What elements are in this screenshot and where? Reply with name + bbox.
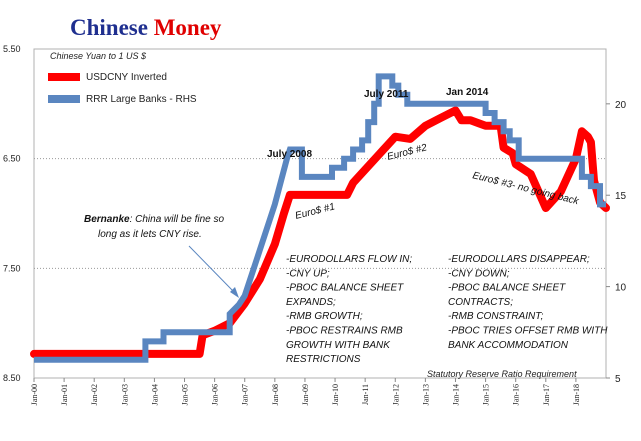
right-tick-label: 15 bbox=[615, 191, 627, 202]
left-tick-label: 8.50 bbox=[3, 373, 21, 383]
series-line-usdcny bbox=[30, 106, 610, 358]
x-tick-label: Jan-03 bbox=[120, 384, 129, 405]
annotation-right-line: -PBOC BALANCE SHEET bbox=[448, 283, 566, 294]
title-part2: Money bbox=[154, 15, 222, 40]
annotation-right-block: -EURODOLLARS DISAPPEAR; -CNY DOWN; -PBOC B… bbox=[448, 254, 608, 351]
annotation-euro1: Euro$ #1 bbox=[294, 201, 336, 221]
annotation-jan2014: Jan 2014 bbox=[446, 87, 489, 98]
annotation-left-line: EXPANDS; bbox=[286, 297, 336, 308]
x-tick-label: Jan-04 bbox=[150, 384, 159, 405]
title-part1: Chinese bbox=[70, 15, 154, 40]
right-axis-ticks: 5 10 15 20 bbox=[606, 100, 627, 385]
annotation-left-line: -EURODOLLARS FLOW IN; bbox=[286, 254, 412, 265]
plot-frame bbox=[33, 48, 607, 379]
x-tick-label: Jan-00 bbox=[30, 384, 39, 405]
annotation-right-line: BANK ACCOMMODATION bbox=[448, 340, 569, 351]
legend-label-usdcny: USDCNY Inverted bbox=[86, 72, 167, 83]
annotation-arrow-head-icon bbox=[230, 287, 239, 298]
annotation-right-line: -EURODOLLARS DISAPPEAR; bbox=[448, 254, 590, 265]
left-tick-label: 5.50 bbox=[3, 44, 21, 54]
x-tick-label: Jan-16 bbox=[512, 384, 521, 405]
annotation-bernanke-line1: Bernanke: China will be fine so bbox=[84, 214, 225, 225]
annotation-left-line: -RMB GROWTH; bbox=[286, 311, 363, 322]
left-tick-label: 6.50 bbox=[3, 154, 21, 164]
x-tick-label: Jan-07 bbox=[241, 384, 250, 405]
footnote: Statutory Reserve Ratio Requirement bbox=[427, 369, 577, 379]
x-tick-label: Jan-02 bbox=[90, 384, 99, 405]
legend-label-rrr: RRR Large Banks - RHS bbox=[86, 94, 197, 105]
grid-lines bbox=[34, 158, 606, 269]
x-tick-label: Jan-15 bbox=[482, 384, 491, 405]
annotation-right-line: CONTRACTS; bbox=[448, 297, 513, 308]
annotation-bernanke-arrow bbox=[188, 245, 235, 293]
x-tick-label: Jan-18 bbox=[572, 384, 581, 405]
annotation-left-block: -EURODOLLARS FLOW IN; -CNY UP; -PBOC BALAN… bbox=[286, 254, 412, 365]
annotation-right-line: -CNY DOWN; bbox=[448, 268, 510, 279]
x-tick-label: Jan-06 bbox=[211, 384, 220, 405]
annotation-left-line: -PBOC BALANCE SHEET bbox=[286, 283, 404, 294]
x-tick-label: Jan-01 bbox=[60, 384, 69, 405]
x-tick-label: Jan-12 bbox=[391, 384, 400, 405]
x-tick-label: Jan-10 bbox=[331, 384, 340, 405]
right-tick-label: 20 bbox=[615, 100, 627, 111]
x-axis-ticks: Jan-00 Jan-01 Jan-02 Jan-03 Jan-04 Jan-05 Jan-… bbox=[30, 378, 581, 405]
legend: USDCNY Inverted RRR Large Banks - RHS bbox=[48, 72, 197, 105]
annotation-left-line: -CNY UP; bbox=[286, 268, 330, 279]
x-tick-label: Jan-13 bbox=[421, 384, 430, 405]
x-tick-label: Jan-05 bbox=[181, 384, 190, 405]
annotation-left-line: RESTRICTIONS bbox=[286, 354, 361, 365]
annotation-right-line: -RMB CONSTRAINT; bbox=[448, 311, 544, 322]
right-tick-label: 10 bbox=[615, 283, 627, 294]
x-tick-label: Jan-14 bbox=[451, 384, 460, 405]
annotation-july2011: July 2011 bbox=[364, 89, 409, 100]
x-tick-label: Jan-08 bbox=[271, 384, 280, 405]
annotation-july2008: July 2008 bbox=[267, 149, 312, 160]
left-axis-ticks: 5.50 6.50 7.50 8.50 bbox=[3, 44, 21, 383]
x-tick-label: Jan-11 bbox=[361, 384, 370, 405]
annotation-left-line: GROWTH WITH BANK bbox=[286, 340, 391, 351]
annotation-left-line: -PBOC RESTRAINS RMB bbox=[286, 326, 403, 337]
chart-subtitle: Chinese Yuan to 1 US $ bbox=[50, 51, 147, 61]
x-tick-label: Jan-09 bbox=[301, 384, 310, 405]
annotation-bernanke-rest: : China will be fine so bbox=[130, 214, 225, 225]
right-tick-label: 5 bbox=[615, 374, 621, 385]
series-line-rrr bbox=[34, 73, 606, 363]
annotation-bernanke-bold: Bernanke bbox=[84, 214, 130, 225]
annotation-right-line: -PBOC TRIES OFFSET RMB WITH bbox=[448, 326, 608, 337]
annotation-bernanke-line2: long as it lets CNY rise. bbox=[98, 229, 202, 240]
left-tick-label: 7.50 bbox=[3, 263, 21, 273]
x-tick-label: Jan-17 bbox=[542, 384, 551, 405]
chart-title: Chinese Money bbox=[70, 15, 222, 40]
